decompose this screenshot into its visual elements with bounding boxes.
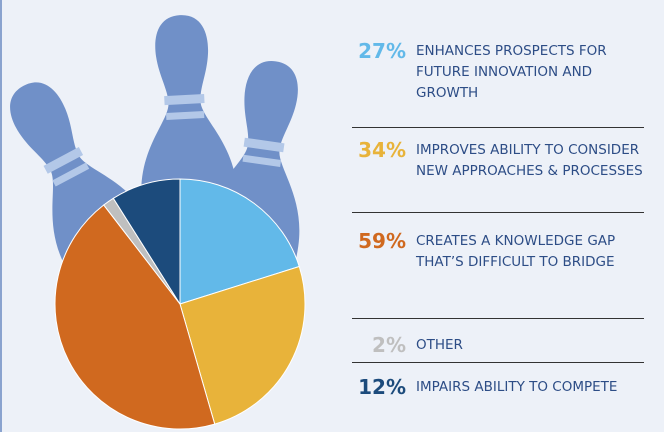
divider <box>352 318 644 319</box>
pin <box>190 54 324 336</box>
pie <box>54 178 306 430</box>
pie-slice <box>179 265 306 425</box>
legend-item: 2% OTHER <box>332 334 664 356</box>
percent-label: 2% <box>372 333 406 357</box>
legend-item: 34% IMPROVES ABILITY TO CONSIDER NEW APPR… <box>332 139 664 182</box>
pie-slice <box>54 204 216 430</box>
percent-label: 34% <box>358 138 406 162</box>
pie-slice <box>112 178 181 306</box>
legend-item: 12% IMPAIRS ABILITY TO COMPETE <box>332 376 664 398</box>
legend-label: OTHER <box>416 337 463 353</box>
percent-label: 27% <box>358 39 406 63</box>
legend-label: IMPAIRS ABILITY TO COMPETE <box>416 379 618 395</box>
pin <box>2 63 193 347</box>
legend-label: CREATES A KNOWLEDGE GAP THAT’S DIFFICULT… <box>416 233 616 270</box>
legend-label: ENHANCES PROSPECTS FOR FUTURE INNOVATION… <box>416 43 607 101</box>
legend-item: 27% ENHANCES PROSPECTS FOR FUTURE INNOVAT… <box>332 40 664 104</box>
divider <box>352 212 644 213</box>
percent-label: 59% <box>358 229 406 253</box>
legend-label: IMPROVES ABILITY TO CONSIDER NEW APPROAC… <box>416 142 643 179</box>
percent-label: 12% <box>358 375 406 399</box>
pie-slice <box>179 178 300 305</box>
pin <box>132 12 242 288</box>
legend-item: 59% CREATES A KNOWLEDGE GAP THAT’S DIFFIC… <box>332 230 664 273</box>
divider <box>352 127 644 128</box>
divider <box>352 362 644 363</box>
